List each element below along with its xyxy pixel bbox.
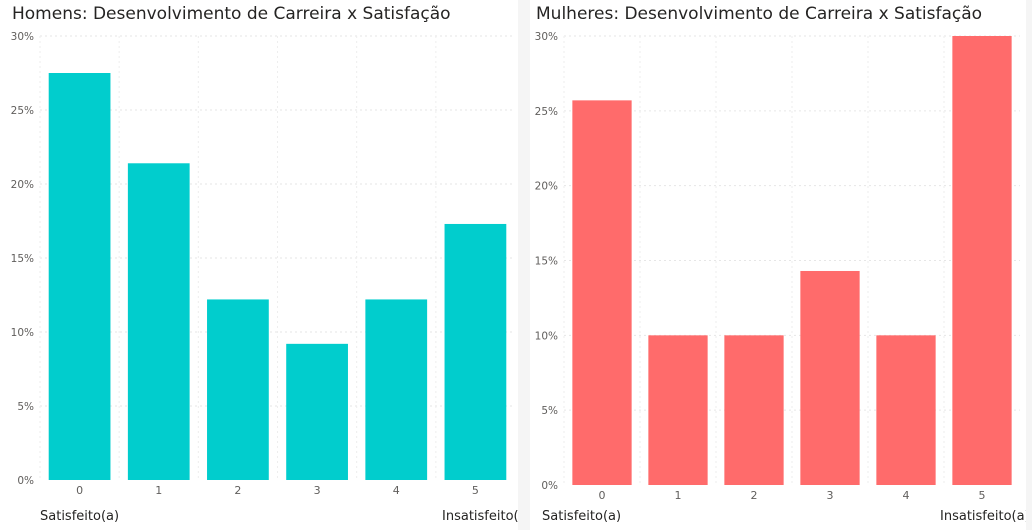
x-axis-right-label: Insatisfeito(a) bbox=[940, 509, 1026, 524]
y-tick-label: 5% bbox=[541, 405, 558, 417]
y-tick-label: 15% bbox=[535, 256, 558, 268]
y-tick-label: 5% bbox=[17, 401, 34, 413]
x-tick-label: 0 bbox=[599, 489, 606, 502]
x-axis-left-label: Satisfeito(a) bbox=[40, 509, 120, 524]
x-tick-label: 2 bbox=[751, 489, 758, 502]
bar-3 bbox=[286, 343, 348, 480]
x-axis-left-label: Satisfeito(a) bbox=[542, 509, 622, 524]
bar-1 bbox=[127, 163, 190, 480]
x-tick-label: 2 bbox=[234, 484, 241, 497]
x-tick-label: 5 bbox=[979, 489, 986, 502]
y-tick-label: 15% bbox=[11, 253, 34, 265]
bar-0 bbox=[572, 100, 632, 486]
chart-panel-men: Homens: Desenvolvimento de Carreira x Sa… bbox=[10, 4, 518, 524]
bar-chart-women: 0% 5% 10% 15% 20% 25% 30% 0 1 2 3 4 5 bbox=[535, 31, 1020, 502]
x-tick-label: 3 bbox=[827, 489, 834, 502]
x-tick-label: 4 bbox=[903, 489, 910, 502]
x-tick-label: 4 bbox=[393, 484, 400, 497]
x-tick-label: 3 bbox=[314, 484, 321, 497]
bar-0 bbox=[48, 73, 111, 480]
x-tick-label: 1 bbox=[155, 484, 162, 497]
bar-5 bbox=[952, 36, 1012, 485]
y-tick-label: 20% bbox=[535, 181, 558, 193]
chart-title: Homens: Desenvolvimento de Carreira x Sa… bbox=[12, 4, 451, 24]
bar-1 bbox=[648, 335, 708, 485]
y-tick-label: 0% bbox=[17, 475, 34, 487]
bar-4 bbox=[365, 299, 428, 480]
bar-4 bbox=[876, 335, 936, 485]
y-tick-label: 30% bbox=[11, 31, 34, 43]
bar-2 bbox=[724, 335, 784, 485]
y-tick-label: 0% bbox=[541, 480, 558, 492]
chart-panel-women: Mulheres: Desenvolvimento de Carreira x … bbox=[530, 0, 1026, 530]
y-tick-label: 30% bbox=[535, 31, 558, 43]
bar-5 bbox=[444, 223, 507, 480]
bar-3 bbox=[800, 270, 860, 485]
x-tick-label: 0 bbox=[76, 484, 83, 497]
chart-title: Mulheres: Desenvolvimento de Carreira x … bbox=[536, 4, 983, 24]
y-tick-label: 20% bbox=[11, 179, 34, 191]
y-tick-label: 25% bbox=[11, 105, 34, 117]
x-axis-right-label: Insatisfeito(a) bbox=[442, 509, 518, 524]
y-tick-label: 10% bbox=[535, 330, 558, 342]
x-tick-label: 5 bbox=[472, 484, 479, 497]
bar-2 bbox=[207, 299, 269, 480]
y-tick-label: 25% bbox=[535, 106, 558, 118]
bar-chart-men: 0% 5% 10% 15% 20% 25% 30% 0 1 2 3 4 5 bbox=[11, 31, 515, 497]
x-tick-label: 1 bbox=[675, 489, 682, 502]
y-tick-label: 10% bbox=[11, 327, 34, 339]
